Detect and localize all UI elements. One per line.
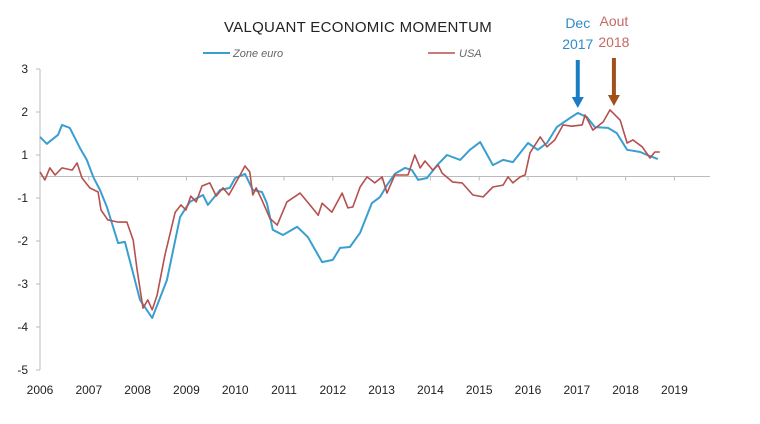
x-tick-label: 2018: [612, 383, 639, 397]
x-tick-label: 2010: [222, 383, 249, 397]
x-tick-label: 2016: [515, 383, 542, 397]
x-tick-label: 2011: [271, 383, 297, 397]
x-tick-label: 2007: [75, 383, 102, 397]
arrow-head-icon: [571, 97, 584, 108]
x-tick-label: 2009: [173, 383, 200, 397]
x-tick-label: 2019: [661, 383, 688, 397]
x-tick-label: 2008: [124, 383, 151, 397]
y-tick-label: -4: [17, 320, 28, 334]
x-tick-label: 2014: [417, 383, 444, 397]
annotation-label: Aout: [600, 13, 629, 29]
arrow-head-icon: [607, 95, 620, 106]
x-tick-label: 2017: [563, 383, 590, 397]
annotation-label: 2017: [562, 36, 593, 52]
legend-label-usa: USA: [459, 48, 482, 60]
series-line-usa: [39, 109, 660, 311]
x-tick-label: 2012: [319, 383, 346, 397]
annotation-label: Dec: [565, 15, 590, 31]
y-tick-label: -2: [17, 234, 28, 248]
y-tick-label: 2: [21, 105, 28, 119]
legend: Zone euro USA: [203, 48, 482, 60]
x-tick-label: 2013: [368, 383, 395, 397]
chart-title: VALQUANT ECONOMIC MOMENTUM: [224, 19, 492, 36]
y-tick-label: -3: [17, 277, 28, 291]
x-tick-label: 2015: [466, 383, 493, 397]
y-tick-label: 3: [21, 62, 28, 76]
annotation-label: 2018: [598, 34, 629, 50]
series-line-zone-euro: [39, 111, 659, 319]
y-tick-label: -5: [17, 363, 28, 377]
y-tick-label: 1: [21, 148, 28, 162]
y-tick-label: -1: [17, 191, 28, 205]
x-tick-label: 2006: [27, 383, 54, 397]
legend-label-zone-euro: Zone euro: [232, 48, 283, 60]
